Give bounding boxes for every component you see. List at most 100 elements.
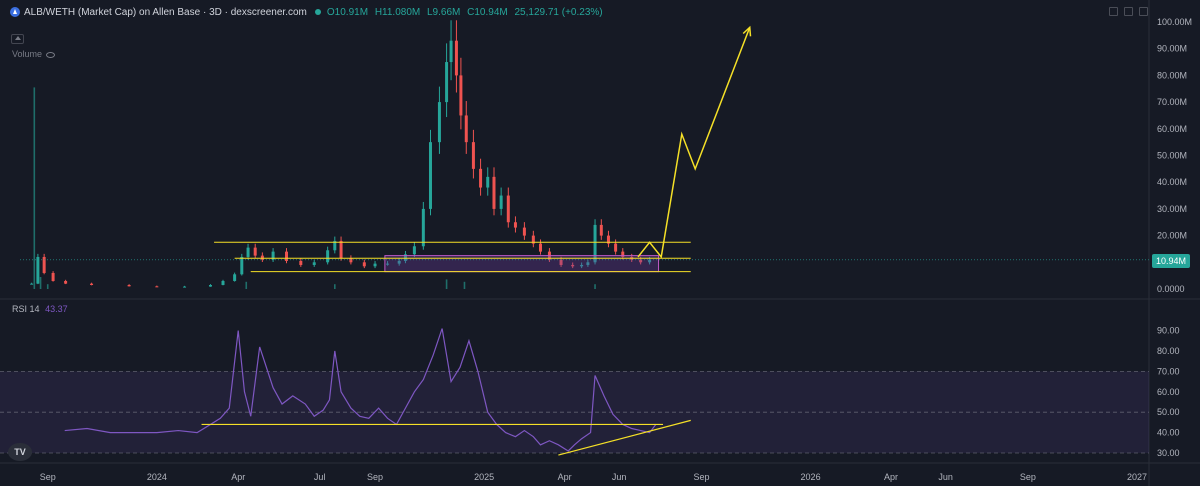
candle — [240, 256, 244, 275]
high-value: H11.080M — [374, 6, 421, 18]
price-tick-label: 60.00M — [1157, 124, 1187, 134]
time-tick-label: 2026 — [801, 472, 821, 482]
rsi-value: 43.37 — [45, 304, 68, 314]
time-tick-label: Apr — [231, 472, 245, 482]
time-tick-label: Sep — [693, 472, 709, 482]
price-tick-label: 70.00M — [1157, 97, 1187, 107]
chart-legend: ALB/WETH (Market Cap) on Allen Base · 3D… — [10, 4, 607, 20]
candle — [522, 227, 526, 236]
candle — [486, 176, 490, 188]
candle — [538, 243, 542, 252]
candle — [580, 264, 584, 267]
candle — [559, 259, 563, 265]
candle — [312, 262, 316, 265]
candle — [155, 286, 159, 288]
time-tick-label: Jun — [612, 472, 627, 482]
rsi-tick-label: 50.00 — [1157, 407, 1180, 417]
dexscreener-logo-icon — [10, 7, 20, 17]
price-tick-label: 40.00M — [1157, 177, 1187, 187]
candle — [271, 251, 275, 260]
time-tick-label: Sep — [367, 472, 383, 482]
candle — [531, 235, 535, 244]
candle — [221, 280, 225, 285]
candle — [299, 260, 303, 265]
candle — [464, 115, 468, 143]
candle — [246, 247, 250, 257]
volume-bar — [463, 281, 466, 289]
projection-arrow-head — [742, 25, 752, 37]
candle — [449, 40, 453, 63]
open-value: O10.91M — [326, 6, 369, 18]
rsi-tick-label: 40.00 — [1157, 428, 1180, 438]
candle — [42, 256, 46, 273]
candle — [233, 274, 237, 281]
candle — [606, 235, 610, 244]
volume-bar — [33, 87, 36, 290]
candle — [326, 250, 330, 263]
candle — [333, 240, 337, 251]
candle — [459, 75, 463, 116]
volume-label: Volume — [12, 49, 43, 59]
move-down-icon[interactable] — [1109, 7, 1118, 16]
volume-bar — [445, 279, 448, 289]
candle — [499, 195, 503, 209]
change-value: 25,129.71 (+0.23%) — [514, 6, 603, 18]
candle — [513, 222, 517, 228]
time-tick-label: 2025 — [474, 472, 494, 482]
candle — [621, 251, 625, 257]
more-icon[interactable] — [1139, 7, 1148, 16]
time-tick-label: 2024 — [147, 472, 167, 482]
last-price-tag: 10.94M — [1152, 254, 1191, 268]
rsi-tick-label: 30.00 — [1157, 448, 1180, 458]
close-value: C10.94M — [467, 6, 508, 18]
candle — [586, 262, 590, 265]
price-tick-label: 100.00M — [1157, 17, 1192, 27]
candle — [471, 142, 475, 169]
volume-bar — [245, 281, 248, 289]
candle — [639, 259, 643, 263]
candle — [454, 40, 458, 76]
rsi-tick-label: 70.00 — [1157, 366, 1180, 376]
collapse-legend-button[interactable] — [11, 34, 24, 44]
time-tick-label: 2027 — [1127, 472, 1147, 482]
candle — [593, 224, 597, 263]
time-tick-label: Apr — [884, 472, 898, 482]
price-tick-label: 80.00M — [1157, 70, 1187, 80]
candle — [339, 240, 343, 259]
rsi-legend: RSI 14 43.37 — [12, 304, 68, 314]
candle — [437, 102, 441, 143]
volume-bar — [46, 284, 49, 289]
candle — [208, 284, 212, 287]
rsi-tick-label: 60.00 — [1157, 387, 1180, 397]
candle — [183, 286, 187, 288]
price-tick-label: 20.00M — [1157, 231, 1187, 241]
rsi-tick-label: 90.00 — [1157, 326, 1180, 336]
candle — [260, 255, 264, 260]
volume-bar — [333, 284, 336, 289]
time-tick-label: Sep — [40, 472, 56, 482]
candle — [648, 259, 652, 263]
candle — [30, 283, 34, 285]
eye-icon[interactable] — [46, 51, 56, 58]
candle — [428, 142, 432, 209]
candle — [599, 224, 603, 236]
pane-controls — [1109, 7, 1148, 16]
price-tick-label: 30.00M — [1157, 204, 1187, 214]
candle — [253, 247, 257, 256]
price-tick-label: 90.00M — [1157, 44, 1187, 54]
candle — [421, 208, 425, 247]
tradingview-logo[interactable]: TV — [8, 443, 32, 461]
volume-legend: Volume — [12, 49, 56, 59]
candle — [51, 272, 55, 281]
candle — [36, 256, 40, 284]
maximize-icon[interactable] — [1124, 7, 1133, 16]
ohlc-values: O10.91M H11.080M L9.66M C10.94M 25,129.7… — [327, 7, 607, 18]
price-tick-label: 0.0000 — [1157, 284, 1185, 294]
volume-bar — [39, 277, 42, 289]
candle — [362, 262, 366, 267]
price-tick-label: 50.00M — [1157, 151, 1187, 161]
candle — [373, 263, 377, 267]
rsi-trendline — [558, 419, 691, 456]
candle — [479, 168, 483, 188]
